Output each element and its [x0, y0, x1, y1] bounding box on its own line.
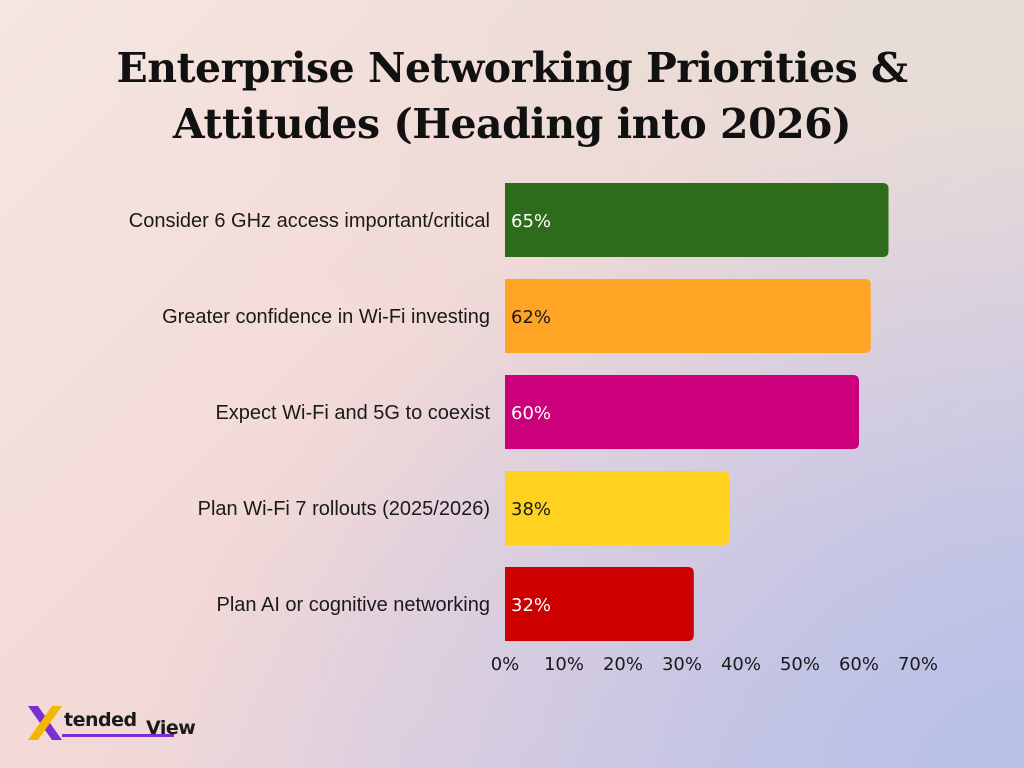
bar-1: [505, 279, 871, 353]
x-tick-label-6: 60%: [839, 654, 879, 675]
x-tick-label-1: 10%: [544, 654, 584, 675]
x-tick-label-2: 20%: [603, 654, 643, 675]
chart-title-line-2: Attitudes (Heading into 2026): [172, 100, 852, 148]
category-label-2: Expect Wi-Fi and 5G to coexist: [215, 402, 490, 424]
logo-text-tended: tended: [64, 709, 137, 731]
logo-text-view: View: [146, 717, 196, 739]
x-tick-label-0: 0%: [491, 654, 520, 675]
category-label-4: Plan AI or cognitive networking: [217, 594, 491, 616]
chart-title-line-1: Enterprise Networking Priorities &: [116, 44, 908, 92]
bar-chart: 65% Consider 6 GHz access important/criti…: [129, 183, 938, 675]
x-tick-label-7: 70%: [898, 654, 938, 675]
bar-3: [505, 471, 730, 545]
chart-title: Enterprise Networking Priorities & Attit…: [0, 40, 1024, 152]
bar-value-label-4: 32%: [511, 595, 551, 616]
category-label-3: Plan Wi-Fi 7 rollouts (2025/2026): [198, 498, 490, 520]
bar-value-label-2: 60%: [511, 403, 551, 424]
bar-2: [505, 375, 859, 449]
x-tick-label-3: 30%: [662, 654, 702, 675]
x-tick-label-4: 40%: [721, 654, 761, 675]
category-label-1: Greater confidence in Wi-Fi investing: [162, 306, 490, 328]
xtendedview-logo: tended View: [26, 702, 226, 744]
x-logo-icon: [28, 706, 62, 740]
x-tick-label-5: 50%: [780, 654, 820, 675]
bar-4: [505, 567, 694, 641]
bar-0: [505, 183, 889, 257]
bar-value-label-1: 62%: [511, 307, 551, 328]
category-label-0: Consider 6 GHz access important/critical: [129, 210, 490, 232]
bar-value-label-0: 65%: [511, 211, 551, 232]
bar-value-label-3: 38%: [511, 499, 551, 520]
logo-underline: [62, 734, 174, 737]
